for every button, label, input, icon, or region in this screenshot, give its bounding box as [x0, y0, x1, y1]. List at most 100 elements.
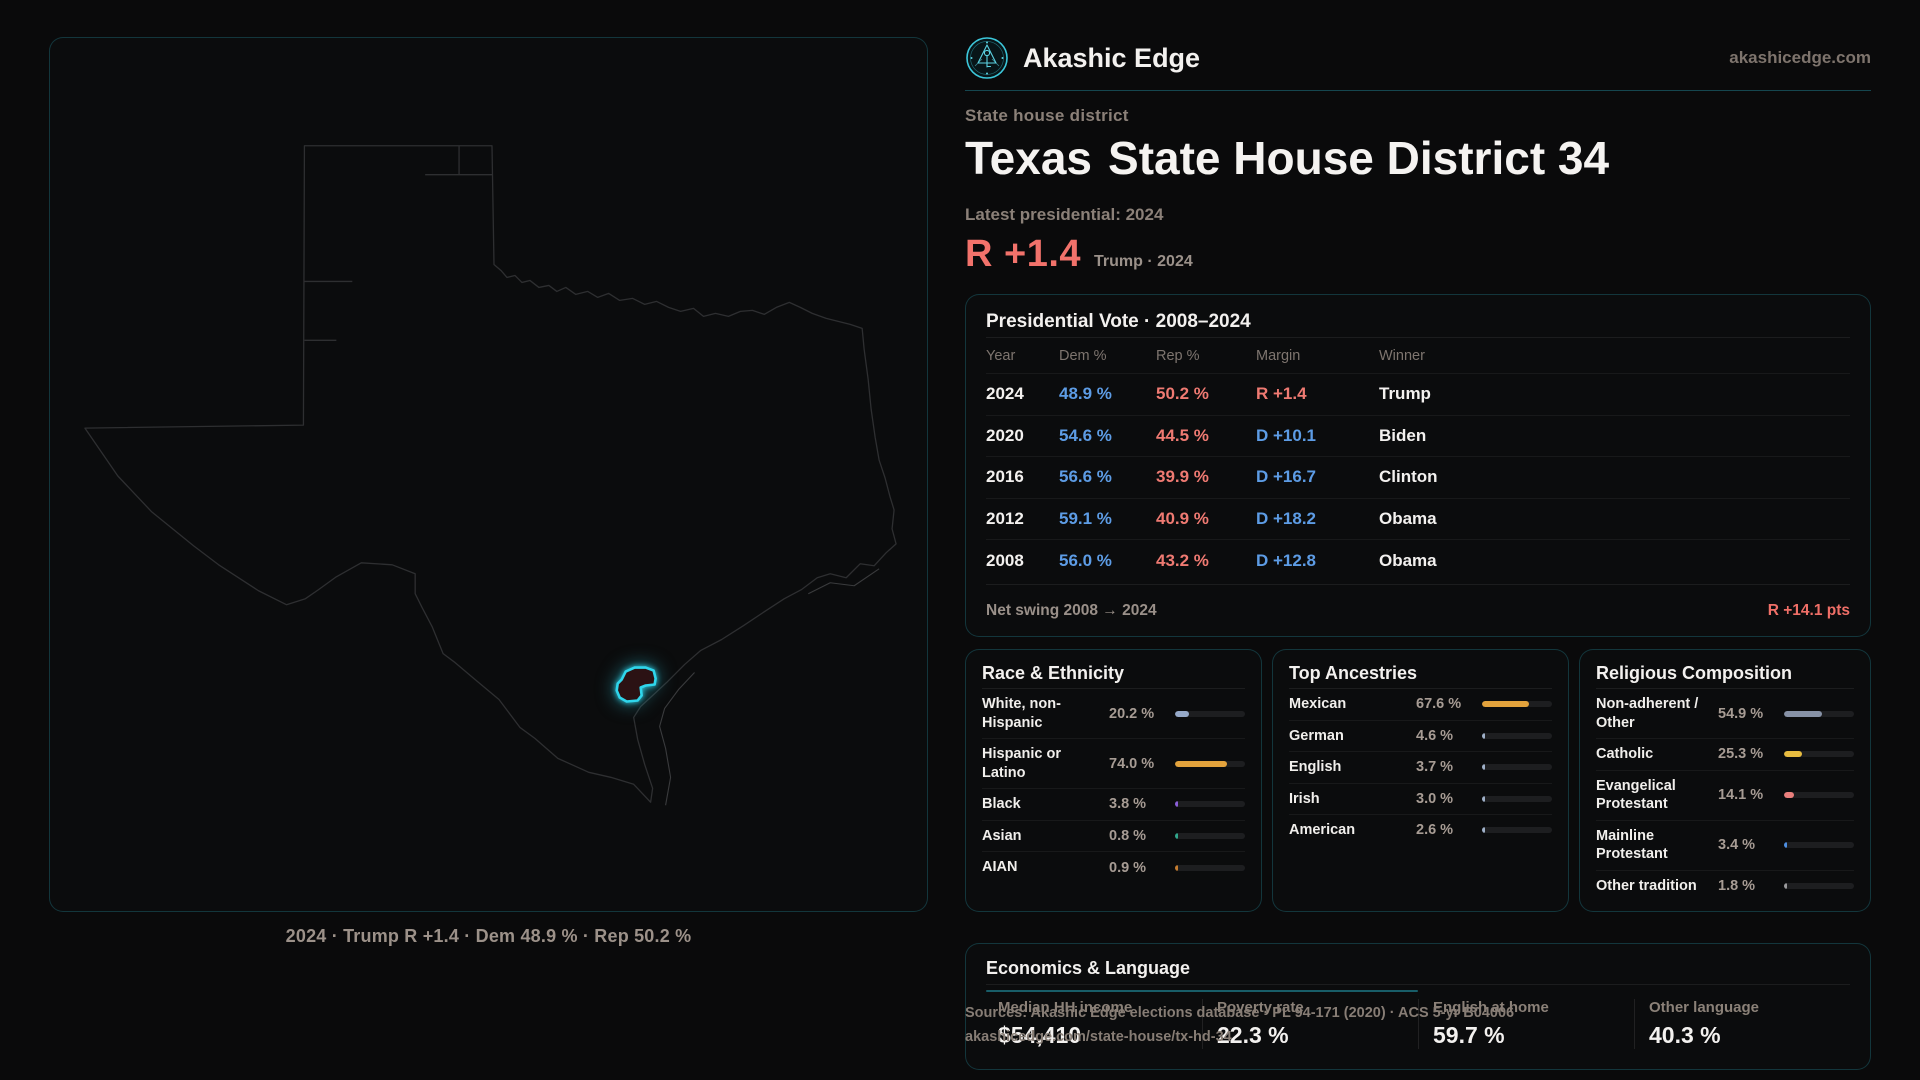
dem-pct-cell: 48.9 % — [1059, 384, 1112, 404]
stat-bar-fill — [1175, 833, 1178, 839]
stat-bar-fill — [1175, 864, 1178, 871]
rep-pct-cell: 50.2 % — [1156, 384, 1209, 404]
presidential-vote-panel: Presidential Vote · 2008–2024 Year Dem %… — [965, 294, 1871, 637]
stat-bar-track — [1482, 701, 1552, 708]
stat-bar-track — [1482, 732, 1552, 739]
headline-margin-value: R +1.4 — [965, 233, 1082, 275]
map-caption: 2024 · Trump R +1.4 · Dem 48.9 % · Rep 5… — [285, 926, 692, 946]
year-cell: 2016 — [986, 467, 1024, 487]
net-swing-value: R +14.1 pts — [1767, 601, 1850, 619]
divider — [986, 337, 1850, 338]
page-title: Texas State House District 34 — [965, 131, 1609, 185]
stat-row: Asian 0.8 % — [982, 821, 1245, 853]
dem-pct-cell: 54.6 % — [1059, 425, 1112, 445]
stat-label: Mainline Protestant — [1596, 827, 1668, 863]
table-row: 2024 48.9 % 50.2 % R +1.4 Trump — [986, 373, 1850, 415]
stat-row: American 2.6 % — [1289, 815, 1552, 846]
winner-cell: Obama — [1379, 550, 1437, 570]
stat-value: 20.2 % — [1109, 705, 1155, 722]
stat-value: 3.7 % — [1416, 759, 1454, 776]
stat-value: 0.8 % — [1109, 828, 1147, 844]
stat-label: White, non-Hispanic — [982, 696, 1061, 731]
col-header-rep: Rep % — [1156, 347, 1200, 364]
sources-url-link[interactable]: akashicedge.com/state-house/tx-hd-34 — [965, 1029, 1232, 1045]
rep-pct-cell: 40.9 % — [1156, 509, 1209, 529]
stat-row: Non-adherent / Other 54.9 % — [1596, 689, 1854, 740]
district-34-shape[interactable] — [615, 666, 657, 703]
stat-bar-track — [1784, 842, 1854, 849]
stat-bar-fill — [1482, 795, 1485, 802]
stat-bar-track — [1482, 827, 1552, 834]
race-ethnicity-panel: Race & Ethnicity White, non-Hispanic 20.2… — [965, 649, 1262, 912]
headline-margin-sub: Trump · 2024 — [1094, 253, 1193, 270]
headline-margin-block: R +1.4 Trump · 2024 — [965, 233, 1193, 276]
stat-row: White, non-Hispanic 20.2 % — [982, 689, 1245, 740]
stat-value: 3.8 % — [1109, 796, 1147, 813]
texas-interior-lines — [304, 145, 492, 341]
dem-pct-cell: 56.6 % — [1059, 467, 1112, 487]
stat-value: 4.6 % — [1416, 727, 1454, 744]
stat-bar-fill — [1175, 760, 1227, 767]
brand-name: Akashic Edge — [1023, 42, 1201, 73]
stat-label: AIAN — [982, 859, 1018, 876]
kicker-label: State house district — [965, 106, 1129, 125]
stat-label: Hispanic or Latino — [982, 746, 1061, 781]
stat-bar-track — [1784, 751, 1854, 758]
margin-cell: D +16.7 — [1256, 467, 1317, 487]
stat-row: Catholic 25.3 % — [1596, 739, 1854, 771]
stat-label: Catholic — [1596, 746, 1654, 763]
economics-stat-value: $54,410 — [998, 1022, 1082, 1048]
brand-domain-link[interactable]: akashicedge.com — [1729, 48, 1871, 67]
stat-label: Black — [982, 796, 1021, 813]
stat-value: 74.0 % — [1109, 755, 1155, 772]
economics-stat-label: English at home — [1433, 999, 1549, 1016]
latest-presidential-label: Latest presidential: 2024 — [965, 205, 1164, 224]
economics-stat: Other language 40.3 % — [1634, 999, 1850, 1049]
winner-cell: Biden — [1379, 425, 1427, 445]
economics-stat-value: 59.7 % — [1433, 1022, 1505, 1048]
stat-row: German 4.6 % — [1289, 721, 1552, 753]
table-row: 2020 54.6 % 44.5 % D +10.1 Biden — [986, 414, 1850, 457]
stat-bar-fill — [1482, 701, 1530, 708]
rep-pct-cell: 43.2 % — [1156, 550, 1209, 570]
winner-cell: Trump — [1379, 384, 1431, 404]
barrier-islands — [659, 568, 880, 806]
divider — [1596, 688, 1854, 689]
net-swing-row: Net swing 2008 → 2024 R +14.1 pts — [986, 584, 1850, 636]
race-ethnicity-title: Race & Ethnicity — [982, 663, 1125, 683]
stat-row: Hispanic or Latino 74.0 % — [982, 739, 1245, 790]
economics-stat: English at home 59.7 % — [1418, 999, 1634, 1049]
stat-bar-track — [1784, 883, 1854, 890]
year-cell: 2024 — [986, 384, 1024, 404]
divider — [1289, 688, 1552, 689]
header-divider — [965, 90, 1871, 91]
stat-bar-track — [1175, 801, 1245, 808]
stat-bar-track — [1175, 710, 1245, 717]
stat-bar-fill — [1175, 710, 1190, 717]
economics-language-title: Economics & Language — [986, 958, 1191, 978]
stat-bar-fill — [1482, 827, 1485, 834]
stat-bar-fill — [1784, 842, 1787, 849]
stat-bar-track — [1784, 710, 1854, 717]
table-row: 2016 56.6 % 39.9 % D +16.7 Clinton — [986, 456, 1850, 498]
stat-label: Asian — [982, 827, 1022, 844]
rep-pct-cell: 44.5 % — [1156, 425, 1209, 445]
margin-cell: D +10.1 — [1256, 425, 1317, 445]
stat-value: 1.8 % — [1718, 878, 1756, 895]
margin-cell: R +1.4 — [1256, 384, 1307, 404]
page-title-state: Texas — [965, 132, 1093, 184]
table-header-row: Year Dem % Rep % Margin Winner — [986, 338, 1850, 373]
stat-bar-track — [1175, 833, 1245, 839]
stat-label: English — [1289, 759, 1342, 776]
stat-value: 2.6 % — [1416, 822, 1454, 839]
economics-stat-label: Median HH income — [998, 999, 1133, 1016]
net-swing-label: Net swing 2008 → 2024 — [986, 601, 1157, 619]
stat-row: Black 3.8 % — [982, 789, 1245, 821]
economics-stat-label: Poverty rate — [1217, 999, 1304, 1016]
stat-row: Mainline Protestant 3.4 % — [1596, 821, 1854, 871]
stat-bar-fill — [1784, 792, 1794, 799]
stat-value: 0.9 % — [1109, 859, 1147, 876]
stat-bar-track — [1175, 864, 1245, 871]
col-header-year: Year — [986, 347, 1016, 364]
race-ethnicity-rows: White, non-Hispanic 20.2 % Hispanic or Lat… — [982, 689, 1245, 883]
